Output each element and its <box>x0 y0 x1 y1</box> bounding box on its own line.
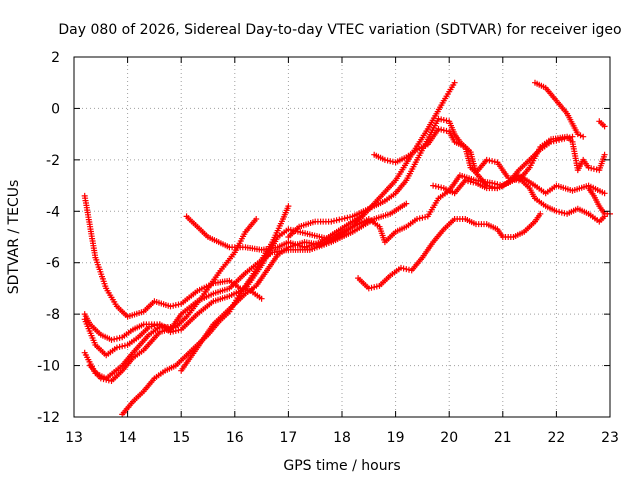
axis-ticks <box>73 56 611 418</box>
y-tick-label: -10 <box>37 359 60 375</box>
data-point-marker <box>451 79 458 86</box>
series-track-12 <box>430 174 608 225</box>
data-point-marker <box>341 215 348 222</box>
x-tick-label: 22 <box>547 430 565 446</box>
data-point-marker <box>574 131 581 138</box>
series-track-14 <box>596 118 608 130</box>
data-point-marker <box>403 200 410 207</box>
x-tick-label: 21 <box>494 430 512 446</box>
series-track-1 <box>81 192 265 320</box>
data-point-marker <box>435 115 442 122</box>
series-line <box>598 120 606 127</box>
data-point-marker <box>577 132 584 139</box>
x-axis-label: GPS time / hours <box>283 458 400 474</box>
series-track-10 <box>371 126 608 184</box>
data-point-marker <box>347 214 353 221</box>
data-point-marker <box>258 295 265 302</box>
data-point-marker <box>253 216 260 222</box>
y-tick-label: -2 <box>46 153 60 169</box>
data-point-marker <box>119 343 126 350</box>
data-point-marker <box>103 376 110 383</box>
data-point-marker <box>403 266 410 273</box>
data-point-marker <box>148 323 155 330</box>
data-point-marker <box>113 335 120 342</box>
data-point-marker <box>467 178 474 185</box>
x-tick-label: 15 <box>172 430 190 446</box>
chart-title: Day 080 of 2026, Sidereal Day-to-day VTE… <box>58 22 621 38</box>
data-point-marker <box>601 151 608 158</box>
y-tick-label: -12 <box>37 410 60 426</box>
data-point-marker <box>328 218 335 225</box>
y-tick-labels: -12 -10 -8 -6 -4 -2 0 2 <box>37 50 60 426</box>
data-point-marker <box>601 190 608 197</box>
x-tick-label: 23 <box>601 430 619 446</box>
data-point-marker <box>588 165 595 172</box>
data-point-marker <box>443 127 450 134</box>
data-point-marker <box>97 375 104 382</box>
data-point-marker <box>580 133 587 140</box>
data-point-marker <box>113 344 120 351</box>
series-track-7 <box>178 172 608 374</box>
data-series-group <box>81 79 613 418</box>
data-point-marker <box>333 217 340 224</box>
x-tick-label: 20 <box>440 430 458 446</box>
data-point-marker <box>537 210 544 217</box>
x-tick-label: 18 <box>333 430 351 446</box>
data-point-marker <box>556 208 563 215</box>
x-tick-label: 16 <box>226 430 244 446</box>
x-tick-label: 19 <box>387 430 405 446</box>
data-point-marker <box>422 214 429 221</box>
data-point-marker <box>432 183 439 190</box>
data-point-marker <box>368 284 375 291</box>
y-tick-label: 2 <box>51 50 60 66</box>
y-axis-label: SDTVAR / TECUs <box>6 180 22 295</box>
data-point-marker <box>285 203 292 210</box>
x-tick-labels: 13 14 15 16 17 18 19 20 21 22 23 <box>65 430 619 446</box>
series-track-3 <box>81 79 458 359</box>
series-track-11 <box>355 210 544 292</box>
series-track-13 <box>532 79 587 140</box>
data-point-marker <box>569 133 576 140</box>
data-point-marker <box>489 158 496 165</box>
x-tick-label: 13 <box>65 430 83 446</box>
series-track-9 <box>285 115 576 240</box>
series-track-8 <box>183 210 367 253</box>
y-tick-label: -8 <box>46 307 60 323</box>
series-line <box>432 177 606 223</box>
data-point-marker <box>387 158 394 165</box>
data-point-marker <box>443 117 450 124</box>
y-tick-label: 0 <box>51 101 60 117</box>
data-point-marker <box>601 123 608 130</box>
series-track-5 <box>87 216 260 384</box>
data-point-marker <box>416 215 423 222</box>
data-point-marker <box>462 177 469 184</box>
series-track-15 <box>585 185 613 217</box>
data-point-marker <box>108 336 115 343</box>
x-tick-label: 14 <box>119 430 137 446</box>
series-line <box>84 82 456 356</box>
x-tick-label: 17 <box>279 430 297 446</box>
y-tick-label: -4 <box>46 204 60 220</box>
y-tick-label: -6 <box>46 256 60 272</box>
